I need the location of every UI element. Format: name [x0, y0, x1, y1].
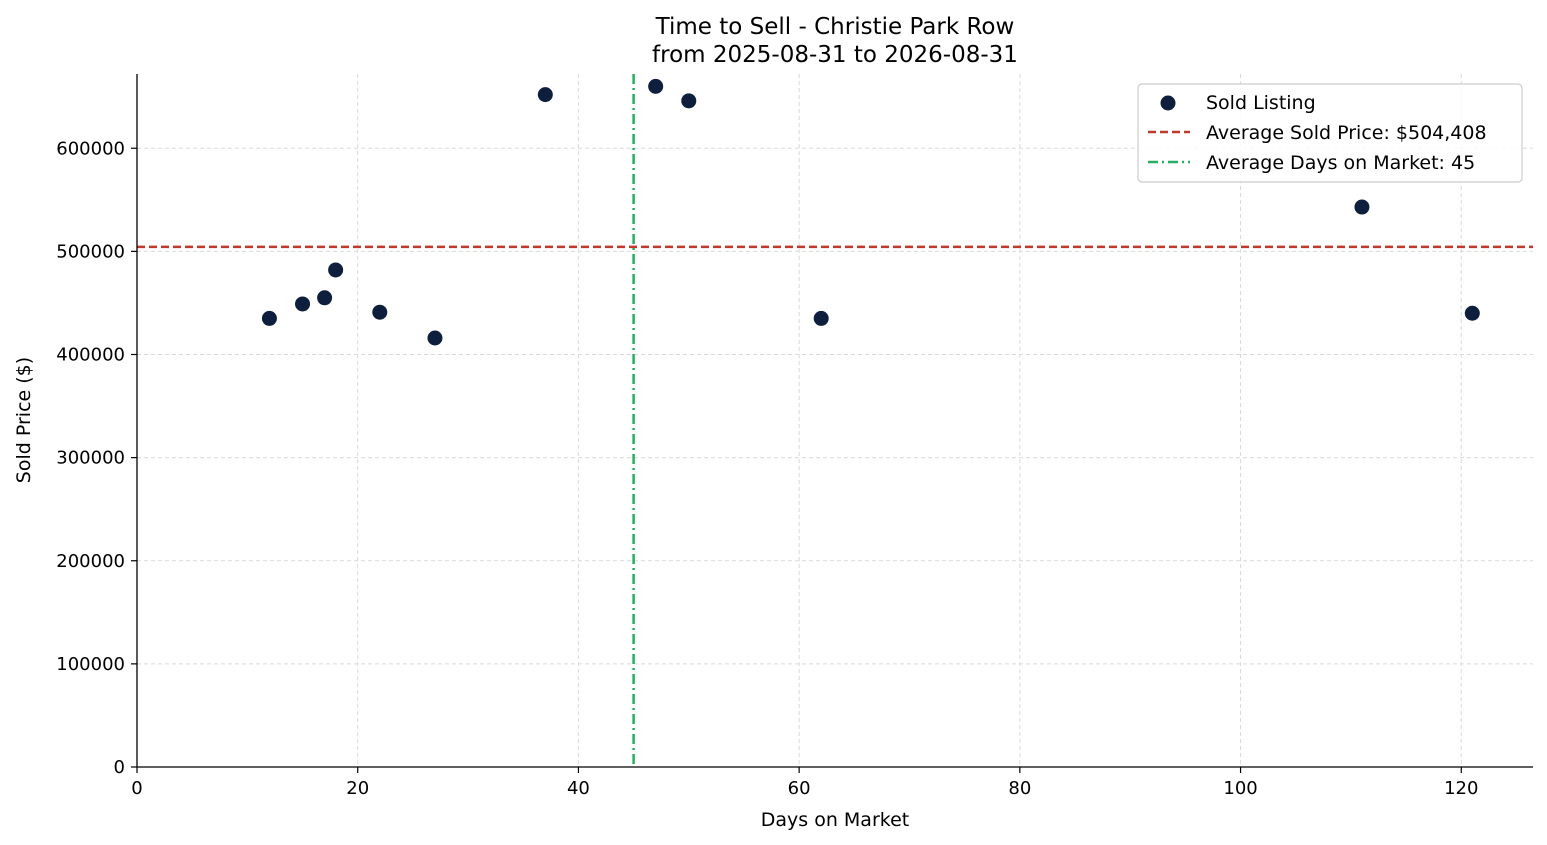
x-tick-label: 100 [1223, 778, 1257, 799]
y-axis-title: Sold Price ($) [13, 357, 35, 483]
legend-label-average-days-on-market: Average Days on Market: 45 [1206, 152, 1475, 174]
sold-listing-point [1464, 305, 1480, 321]
data-points [261, 78, 1480, 346]
x-tick-label: 20 [346, 778, 369, 799]
grid [136, 74, 1533, 768]
y-tick-label: 600000 [56, 138, 125, 159]
y-tick-label: 200000 [56, 551, 125, 572]
legend-label-sold-listing: Sold Listing [1206, 92, 1316, 114]
tick-labels: 0 20 40 60 80 100 120 0 100000 200000 300000 400000… [56, 138, 1478, 799]
sold-listing-point [372, 304, 388, 320]
sold-listing-point [261, 310, 277, 326]
y-tick-label: 0 [114, 757, 125, 778]
sold-listing-point [813, 310, 829, 326]
reference-lines [137, 74, 1533, 767]
y-tick-label: 500000 [56, 241, 125, 262]
y-tick-label: 400000 [56, 345, 125, 366]
sold-listing-point [295, 296, 311, 312]
axes [131, 74, 1533, 773]
legend: Sold Listing Average Sold Price: $504,40… [1137, 83, 1523, 183]
x-tick-label: 120 [1444, 778, 1478, 799]
sold-listing-point [427, 330, 443, 346]
y-tick-label: 100000 [56, 654, 125, 675]
sold-listing-point [317, 290, 333, 306]
legend-box [1137, 83, 1523, 183]
sold-listing-point [681, 93, 697, 109]
sold-listing-point [537, 87, 553, 103]
x-tick-label: 60 [788, 778, 811, 799]
legend-marker-sold-listing [1160, 95, 1176, 111]
x-tick-label: 0 [131, 778, 142, 799]
sold-listing-point [1354, 199, 1370, 215]
sold-listing-point [328, 262, 344, 278]
chart-subtitle: from 2025-08-31 to 2026-08-31 [652, 42, 1018, 68]
y-tick-label: 300000 [56, 448, 125, 469]
x-tick-label: 40 [567, 778, 590, 799]
legend-label-average-sold-price: Average Sold Price: $504,408 [1206, 122, 1487, 144]
x-axis-title: Days on Market [761, 809, 909, 831]
sold-listing-point [648, 78, 664, 94]
chart-title: Time to Sell - Christie Park Row [655, 14, 1015, 40]
x-tick-label: 80 [1008, 778, 1031, 799]
